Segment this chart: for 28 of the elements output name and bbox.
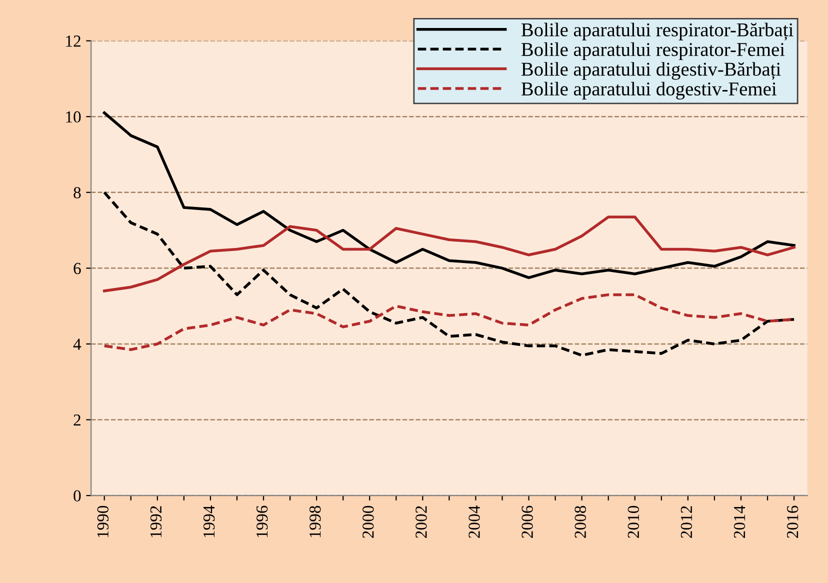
x-tick-label: 1996 — [256, 506, 268, 538]
legend-label: Bolile aparatului dogestiv-Femei — [521, 82, 776, 100]
x-tick-label: 1994 — [203, 506, 215, 538]
y-tick-label: 2 — [74, 414, 80, 426]
x-tick-label: 2006 — [522, 506, 533, 538]
y-tick-label: 0 — [74, 490, 81, 502]
x-tick-label: 2004 — [468, 506, 480, 538]
x-tick-label: 1992 — [150, 506, 162, 538]
x-tick-label: 2012 — [680, 506, 692, 538]
legend-label: Bolile aparatului respirator-Femei — [521, 42, 785, 60]
line-series — [102, 216, 796, 292]
legend-label: Bolile aparatului respirator-Bărbați — [521, 22, 794, 40]
y-tick-label: 10 — [66, 111, 81, 123]
line-series — [102, 191, 796, 357]
x-tick-label: 1990 — [97, 506, 109, 538]
y-tick-label: 6 — [74, 262, 81, 274]
legend-label: Bolile aparatului digestiv-Bărbați — [521, 62, 781, 80]
x-tick-label: 2000 — [362, 506, 374, 538]
x-tick-label: 2016 — [786, 506, 798, 538]
line-series — [102, 111, 796, 280]
y-tick-label: 8 — [74, 187, 81, 198]
y-tick-label: 4 — [73, 338, 82, 350]
x-tick-label: 2008 — [574, 506, 586, 538]
x-tick-label: 2010 — [628, 506, 640, 538]
y-tick-label: 12 — [66, 36, 80, 47]
x-tick-label: 1998 — [309, 506, 321, 538]
x-tick-label: 2002 — [416, 506, 427, 538]
x-tick-label: 2014 — [734, 506, 746, 538]
